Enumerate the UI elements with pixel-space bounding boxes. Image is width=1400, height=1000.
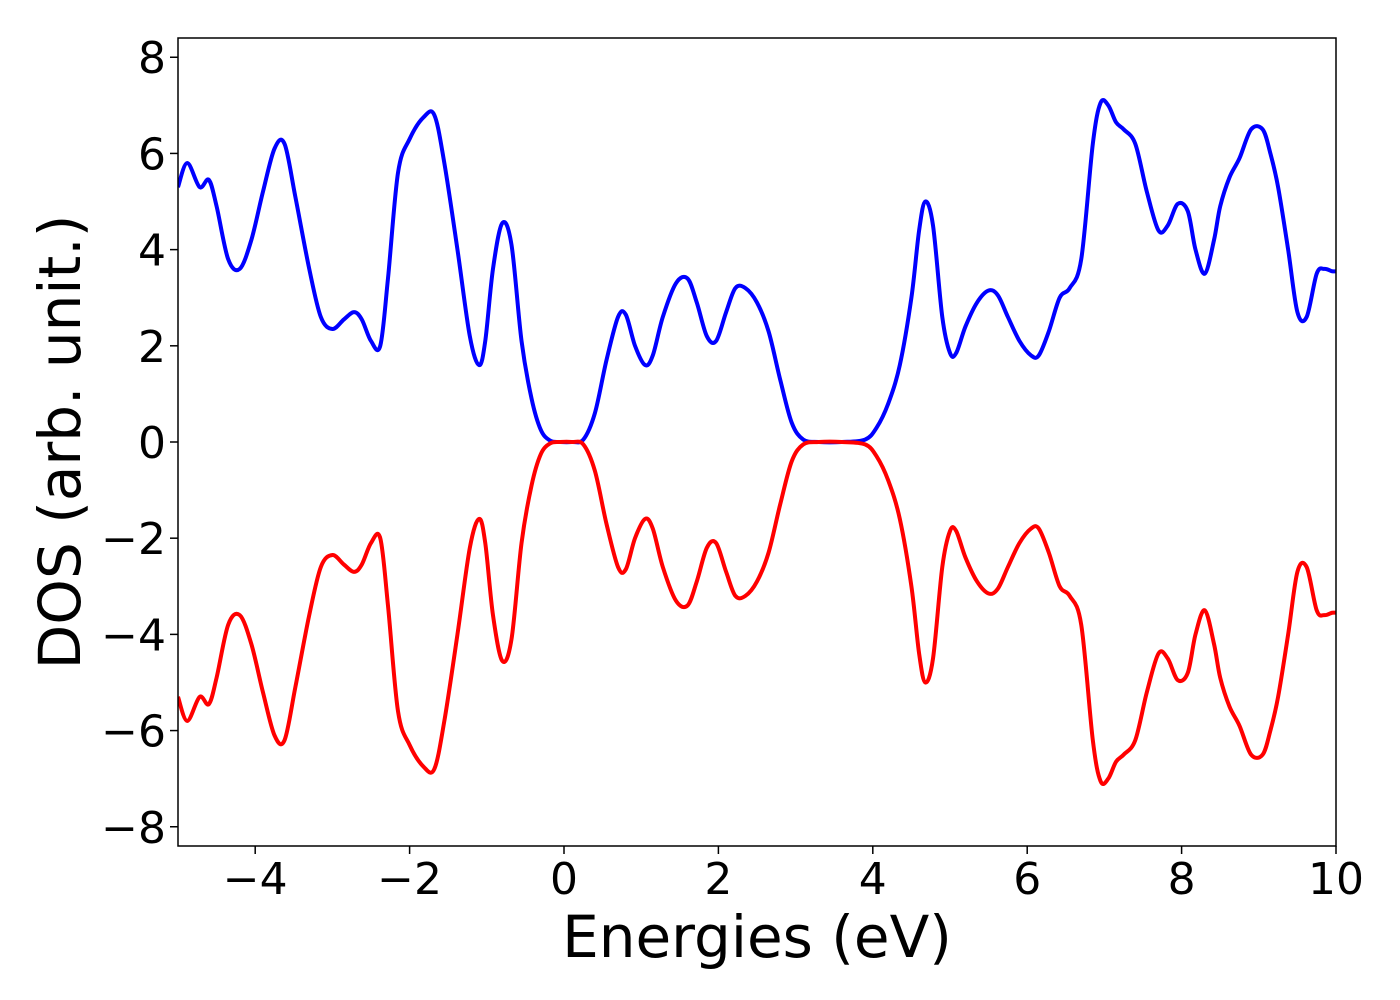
y-tick-label: −6 xyxy=(101,707,166,758)
y-tick-label: 8 xyxy=(138,33,166,84)
y-tick-label: 2 xyxy=(138,322,166,373)
x-axis: −4 −2 0 2 4 6 8 10 xyxy=(223,846,1364,905)
x-tick-label: −4 xyxy=(223,854,288,905)
x-tick-label: 0 xyxy=(550,854,578,905)
y-axis-title: DOS (arb. unit.) xyxy=(26,215,94,670)
y-tick-label: −2 xyxy=(101,514,166,565)
x-axis-title: Energies (eV) xyxy=(562,903,952,971)
y-tick-label: −4 xyxy=(101,610,166,661)
series-layer xyxy=(178,98,1336,786)
y-tick-label: 4 xyxy=(138,226,166,277)
series-line-1 xyxy=(178,439,1336,786)
x-tick-label: 6 xyxy=(1013,854,1041,905)
x-tick-label: −2 xyxy=(377,854,442,905)
y-axis: −8 −6 −4 −2 0 2 4 6 8 xyxy=(101,33,178,854)
x-tick-label: 8 xyxy=(1168,854,1196,905)
y-tick-label: −8 xyxy=(101,803,166,854)
y-tick-label: 6 xyxy=(138,129,166,180)
series-line-0 xyxy=(178,98,1336,445)
y-tick-label: 0 xyxy=(138,418,166,469)
x-tick-label: 2 xyxy=(704,854,732,905)
x-tick-label: 4 xyxy=(859,854,887,905)
x-tick-label: 10 xyxy=(1308,854,1364,905)
plot-frame xyxy=(177,37,1337,847)
